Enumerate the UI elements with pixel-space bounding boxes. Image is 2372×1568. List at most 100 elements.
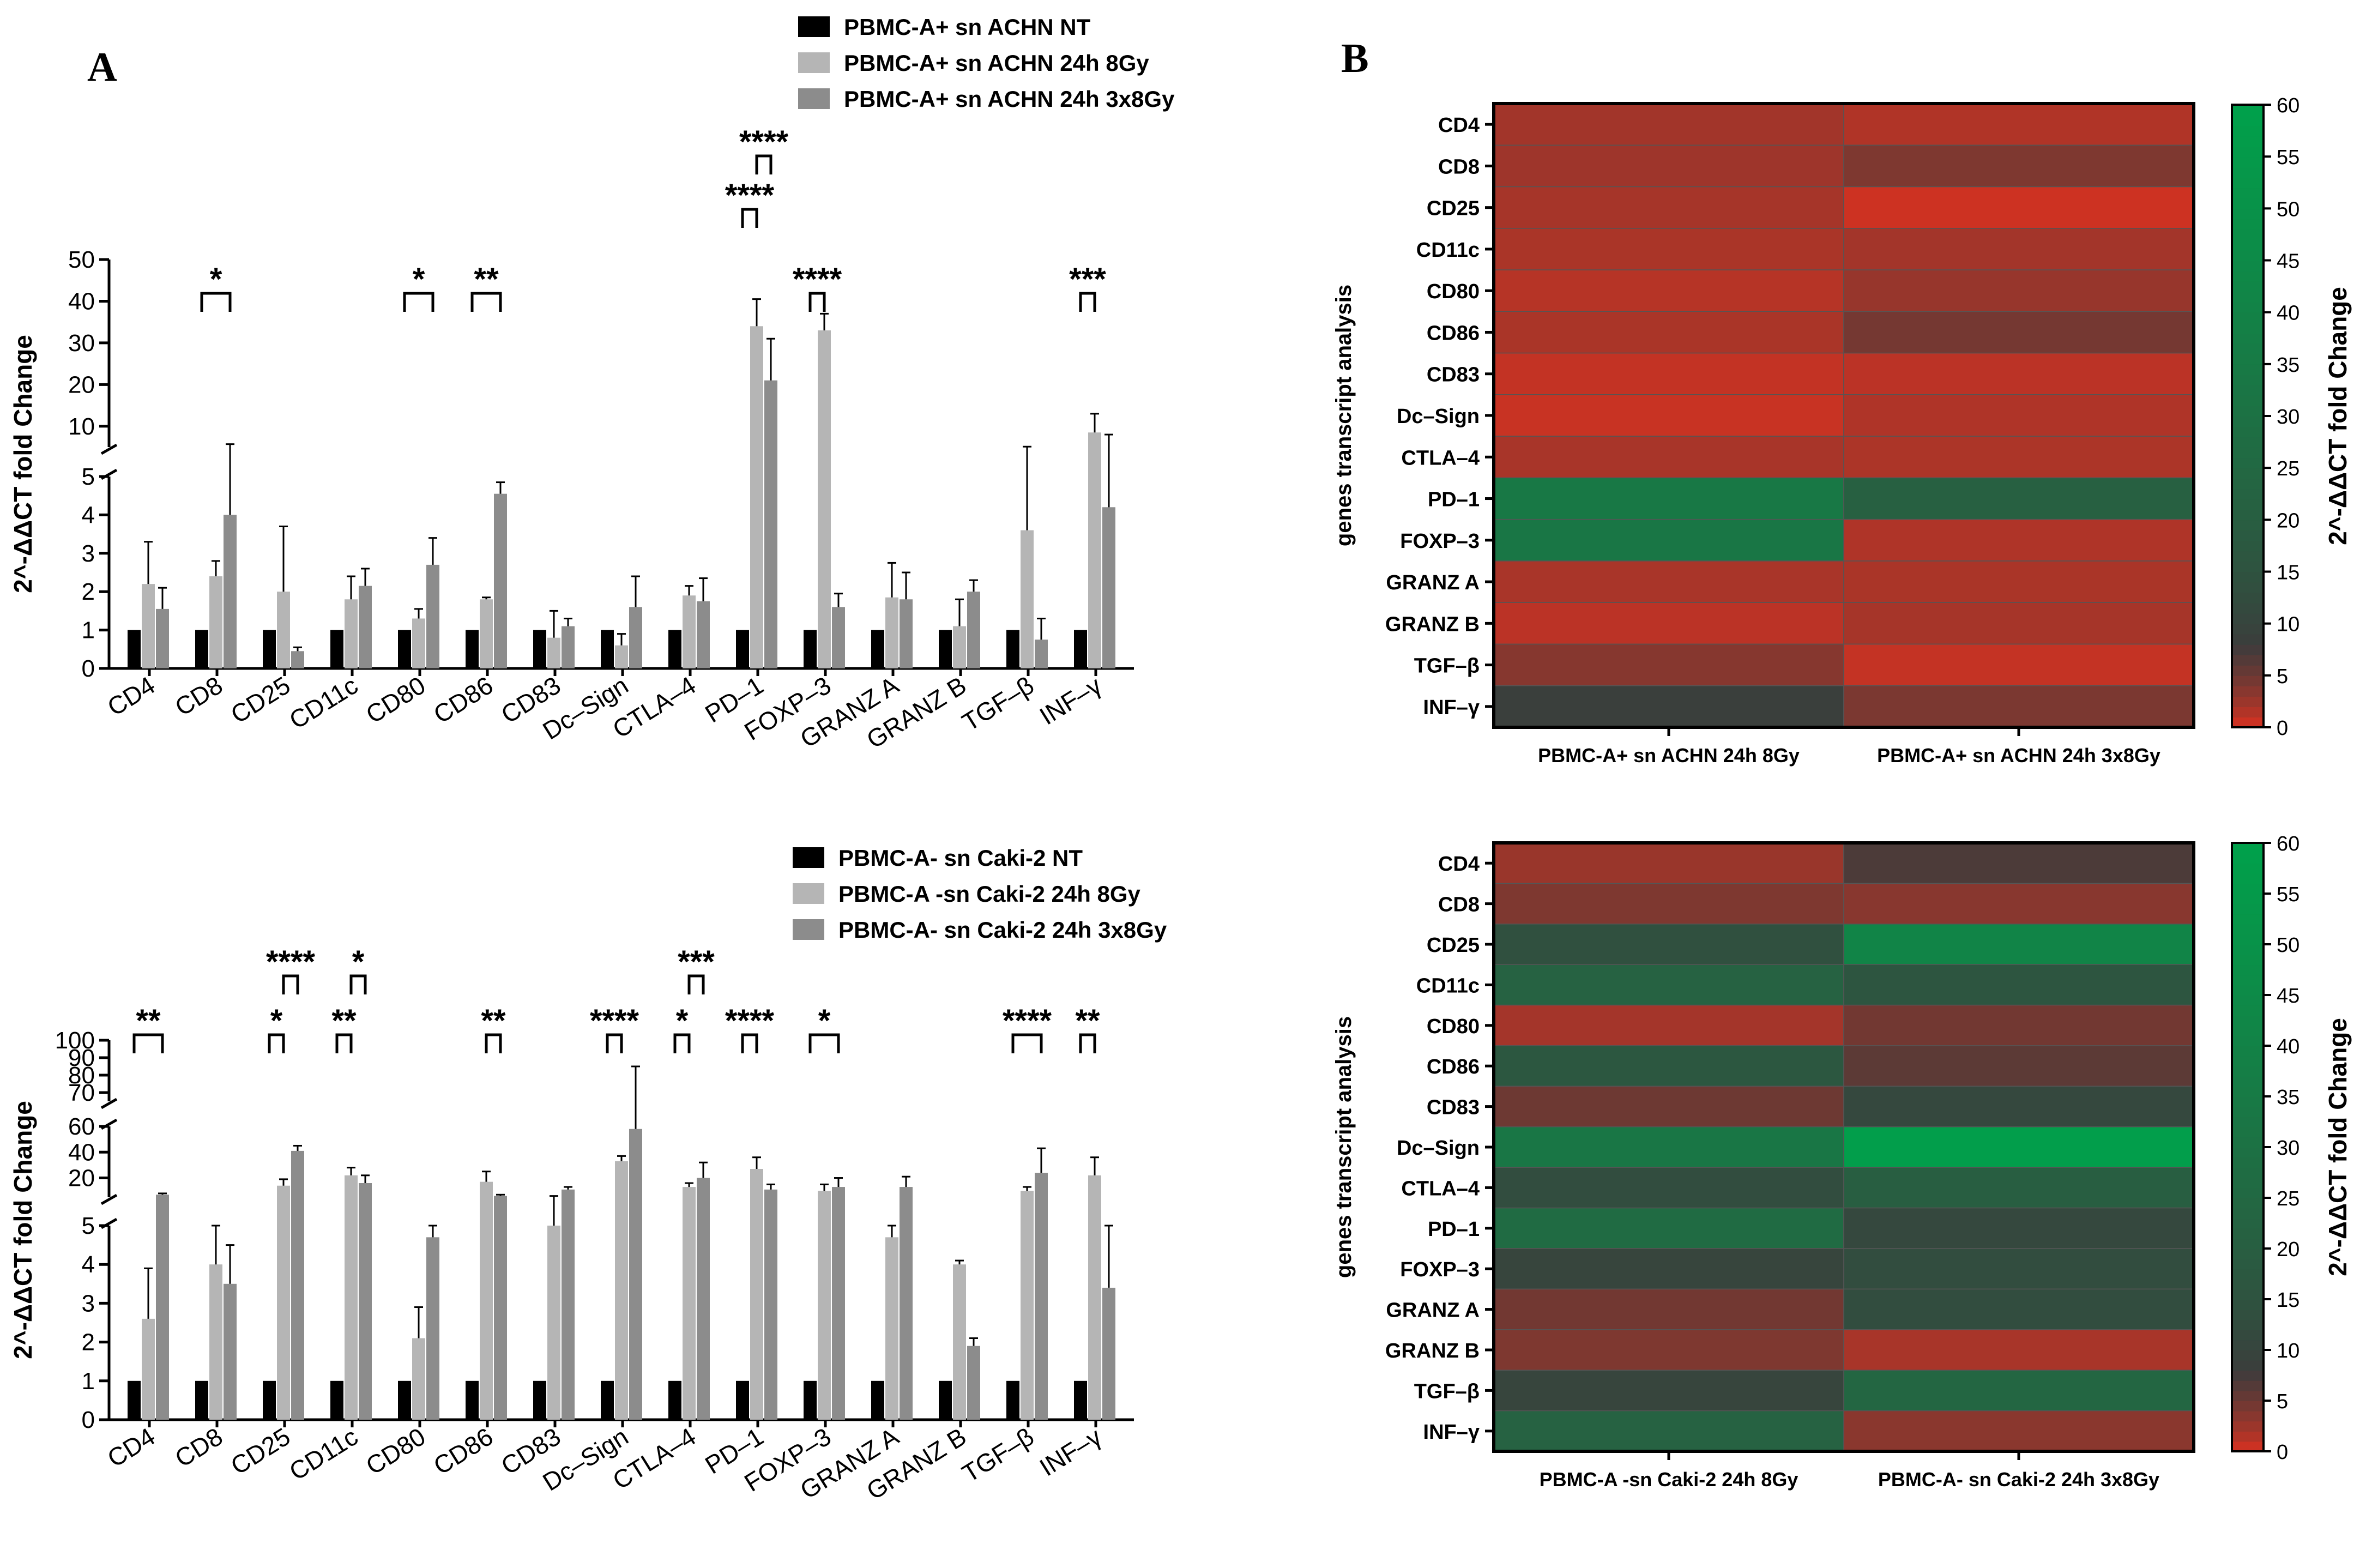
bar-2	[345, 599, 358, 668]
legend-swatch	[798, 52, 830, 73]
colorbar-step	[2232, 654, 2264, 666]
significance-stars: ***	[1069, 262, 1106, 297]
bar-3	[426, 564, 439, 668]
legend-swatch	[798, 88, 830, 109]
heatmap-cell	[1843, 518, 2194, 562]
bar-1	[804, 630, 817, 668]
colorbar-step	[2232, 301, 2264, 313]
bar-3	[562, 626, 575, 668]
colorbar-step	[2232, 1117, 2264, 1127]
y-tick-label: 5	[82, 1213, 95, 1239]
heatmap-cell	[1843, 1410, 2194, 1452]
colorbar-step	[2232, 478, 2264, 490]
colorbar-tick-label: 50	[2277, 198, 2299, 221]
colorbar-step	[2232, 489, 2264, 500]
row-label: Dc–Sign	[1397, 1137, 1480, 1160]
significance-stars: *	[818, 1003, 831, 1039]
colorbar-step	[2232, 675, 2264, 686]
colorbar-step	[2232, 985, 2264, 996]
colorbar-step	[2232, 1258, 2264, 1270]
colorbar-label: 2^-ΔΔCT fold Change	[2323, 1018, 2352, 1276]
colorbar-step	[2232, 1198, 2264, 1209]
heatmap-cell	[1843, 1329, 2194, 1371]
colorbar-step	[2232, 353, 2264, 365]
colorbar-tick-label: 20	[2277, 509, 2299, 532]
significance-bracket	[755, 154, 772, 174]
y-axis-label: 2^-ΔΔCT fold Change	[9, 335, 37, 593]
bar-1	[736, 1380, 749, 1420]
colorbar-tick-label: 0	[2277, 1441, 2288, 1464]
bar-1	[466, 1380, 479, 1420]
heatmap-border	[1492, 841, 2195, 1453]
significance-bracket	[808, 292, 826, 312]
colorbar-step	[2232, 644, 2264, 655]
colorbar-step	[2232, 125, 2264, 137]
colorbar-step	[2232, 1370, 2264, 1381]
colorbar-step	[2232, 934, 2264, 945]
colorbar-step	[2232, 1329, 2264, 1341]
colorbar-step	[2232, 1380, 2264, 1391]
heatmap-cell	[1843, 352, 2194, 395]
bar-2	[277, 1185, 290, 1420]
y-tick-label: 4	[82, 1251, 95, 1278]
colorbar-step	[2232, 1208, 2264, 1219]
bar-2	[683, 595, 696, 668]
significance-stars: ****	[590, 1003, 639, 1039]
bar-3	[359, 586, 372, 668]
bar-3	[967, 592, 980, 668]
colorbar-tick-label: 60	[2277, 833, 2299, 855]
axis-break-mark	[100, 468, 118, 480]
colorbar-step	[2232, 665, 2264, 676]
significance-stars: **	[481, 1003, 506, 1039]
colorbar-step	[2232, 281, 2264, 292]
x-tick-label: CD86	[428, 1422, 498, 1480]
bar-1	[939, 630, 952, 668]
significance-bracket	[485, 1033, 502, 1053]
heatmap-cell	[1493, 228, 1844, 270]
x-tick-label: CD11c	[284, 1422, 363, 1486]
colorbar-tick-label: 35	[2277, 354, 2299, 377]
heatmap-cell	[1493, 477, 1844, 520]
bar-3	[291, 1150, 304, 1420]
bar-2	[412, 618, 425, 668]
row-label: CD4	[1438, 853, 1480, 876]
y-tick-label: 5	[82, 463, 95, 490]
colorbar-tick-label: 40	[2277, 1035, 2299, 1058]
row-label: CD86	[1427, 322, 1480, 345]
heatmap-cell	[1493, 1370, 1844, 1412]
significance-bracket	[1079, 292, 1096, 312]
legend-swatch	[798, 16, 830, 37]
row-label: Dc–Sign	[1397, 405, 1480, 428]
colorbar-step	[2232, 685, 2264, 697]
bar-1	[128, 630, 141, 668]
significance-bracket	[200, 292, 232, 312]
bar-1	[1074, 1380, 1087, 1420]
significance-bracket	[470, 292, 502, 312]
colorbar-step	[2232, 1035, 2264, 1046]
y-tick-label: 100	[55, 1027, 95, 1054]
bar-2	[547, 637, 560, 668]
significance-bracket	[741, 208, 758, 228]
y-tick-label: 40	[68, 1139, 95, 1166]
bar-1	[601, 1380, 614, 1420]
column-label: PBMC-A -sn Caki-2 24h 8Gy	[1540, 1468, 1798, 1491]
x-tick-label: CD8	[170, 671, 228, 721]
heatmap-border	[1492, 102, 2195, 729]
heatmap-cell	[1493, 1004, 1844, 1046]
colorbar-step	[2232, 706, 2264, 717]
row-label: GRANZ A	[1386, 1299, 1480, 1322]
bar-2	[1088, 432, 1101, 668]
y-tick-label: 2	[82, 1329, 95, 1356]
colorbar-step	[2232, 520, 2264, 531]
row-label: FOXP–3	[1400, 530, 1480, 553]
bar-2	[1088, 1175, 1101, 1420]
bar-1	[533, 630, 546, 668]
row-label: GRANZ B	[1385, 1340, 1480, 1362]
colorbar-step	[2232, 1066, 2264, 1077]
colorbar-step	[2232, 229, 2264, 240]
colorbar-step	[2232, 395, 2264, 406]
row-label: FOXP–3	[1400, 1258, 1480, 1281]
row-label: CTLA–4	[1401, 447, 1480, 469]
